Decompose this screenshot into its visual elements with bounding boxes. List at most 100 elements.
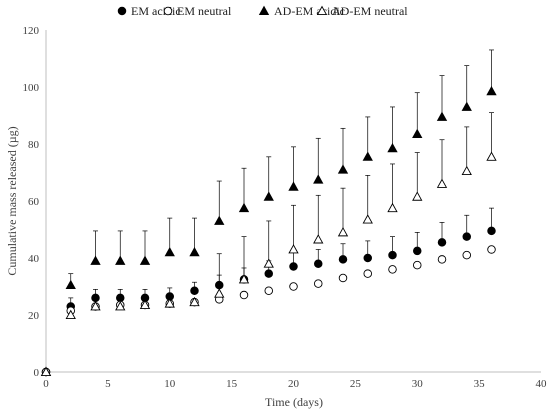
data-point-ad-em-neutral xyxy=(436,178,448,188)
x-tick-label: 30 xyxy=(412,378,424,390)
data-point-ad-em-acidic xyxy=(263,191,274,201)
x-tick-label: 25 xyxy=(350,378,362,390)
data-point-ad-em-acidic xyxy=(412,128,423,138)
data-point-ad-em-neutral xyxy=(214,288,225,298)
x-tick-label: 35 xyxy=(474,378,486,390)
tick-labels: 0 5 10 15 20 25 30 35 40 0 20 40 60 80 100 120 xyxy=(23,25,548,390)
y-tick-label: 0 xyxy=(34,367,40,379)
data-point-ad-em-acidic xyxy=(238,202,250,213)
data-point-em-acidic xyxy=(115,293,125,303)
data-point-em-acidic xyxy=(289,262,298,271)
data-point-ad-em-neutral xyxy=(40,366,52,376)
data-point-ad-em-neutral xyxy=(362,214,373,224)
legend-marker-ad-em-acidic xyxy=(258,5,270,15)
data-point-ad-em-acidic xyxy=(486,85,497,96)
data-point-ad-em-neutral xyxy=(115,301,126,311)
y-tick-label: 100 xyxy=(23,82,40,94)
data-point-em-neutral xyxy=(487,245,496,254)
data-point-ad-em-acidic xyxy=(313,174,324,184)
legend-label-em-acidic: EM acidic xyxy=(131,4,181,18)
data-point-ad-em-acidic xyxy=(164,246,175,257)
data-point-ad-em-neutral xyxy=(139,299,151,309)
y-tick-label: 20 xyxy=(28,310,40,322)
data-point-em-neutral xyxy=(239,290,249,300)
data-point-em-acidic xyxy=(264,269,274,278)
data-point-em-acidic xyxy=(338,255,348,264)
data-point-ad-em-acidic xyxy=(436,111,448,121)
data-point-em-acidic xyxy=(314,259,323,268)
data-point-ad-em-neutral xyxy=(238,274,250,284)
y-tick-label: 40 xyxy=(28,253,40,265)
x-tick-label: 40 xyxy=(536,378,548,390)
data-point-em-acidic xyxy=(487,226,496,236)
data-point-ad-em-acidic xyxy=(461,101,472,111)
x-axis-title: Time (days) xyxy=(265,395,323,409)
data-point-ad-em-neutral xyxy=(387,202,398,213)
data-markers xyxy=(40,85,497,377)
data-point-em-neutral xyxy=(413,260,422,270)
data-point-ad-em-neutral xyxy=(486,151,497,161)
data-point-ad-em-neutral xyxy=(288,244,299,254)
legend-item-ad-em-neutral: AD-EM neutral xyxy=(316,4,408,18)
data-point-em-acidic xyxy=(190,286,199,296)
error-bars-ad-em-acidic xyxy=(68,49,494,286)
data-point-ad-em-acidic xyxy=(288,181,299,191)
y-tick-label: 60 xyxy=(28,196,40,208)
data-point-em-neutral xyxy=(264,286,274,296)
data-point-ad-em-acidic xyxy=(139,255,151,265)
y-tick-label: 120 xyxy=(23,25,40,37)
data-point-em-acidic xyxy=(437,238,447,247)
y-axis-title: Cumulative mass released (µg) xyxy=(5,126,19,275)
data-point-em-acidic xyxy=(388,250,397,260)
data-point-em-neutral xyxy=(462,250,472,260)
data-point-em-acidic xyxy=(214,280,224,290)
y-tick-label: 80 xyxy=(28,139,40,151)
x-tick-label: 5 xyxy=(105,378,111,390)
x-tick-label: 10 xyxy=(164,378,176,390)
data-point-em-acidic xyxy=(413,246,422,256)
x-tick-label: 20 xyxy=(288,378,300,390)
data-point-em-neutral xyxy=(363,269,373,278)
data-point-ad-em-acidic xyxy=(362,151,373,161)
data-point-em-neutral xyxy=(314,279,323,288)
data-point-ad-em-neutral xyxy=(65,309,76,319)
legend-marker-em-acidic xyxy=(117,6,127,16)
error-bars-ad-em-neutral xyxy=(216,112,494,294)
data-point-ad-em-neutral xyxy=(164,298,175,308)
legend-label-ad-em-neutral: AD-EM neutral xyxy=(332,4,408,18)
data-point-em-neutral xyxy=(437,255,447,264)
legend-item-ad-em-acidic: AD-EM acidic xyxy=(258,4,345,18)
data-point-ad-em-neutral xyxy=(90,301,101,311)
error-bars xyxy=(68,49,494,307)
data-point-em-acidic xyxy=(462,232,472,241)
data-point-ad-em-acidic xyxy=(115,255,126,265)
legend-label-em-neutral: EM neutral xyxy=(177,4,232,18)
legend-marker-em-neutral xyxy=(163,6,173,16)
data-point-ad-em-neutral xyxy=(461,165,472,176)
data-point-ad-em-acidic xyxy=(189,246,200,257)
data-point-em-neutral xyxy=(289,282,298,291)
data-point-ad-em-acidic xyxy=(337,164,349,174)
data-point-ad-em-acidic xyxy=(65,279,76,290)
x-tick-label: 0 xyxy=(43,378,49,390)
series-ad-em-neutral xyxy=(40,151,497,376)
axes xyxy=(45,30,541,373)
data-point-ad-em-acidic xyxy=(90,255,101,265)
data-point-ad-em-neutral xyxy=(412,191,423,201)
data-point-em-neutral xyxy=(388,265,397,274)
data-point-ad-em-neutral xyxy=(313,234,324,244)
data-point-ad-em-neutral xyxy=(189,296,200,307)
data-point-em-acidic xyxy=(363,253,373,263)
legend-label-ad-em-acidic: AD-EM acidic xyxy=(274,4,345,18)
error-bars-em-acidic xyxy=(68,207,494,307)
legend-item-em-neutral: EM neutral xyxy=(163,4,232,18)
data-point-em-neutral xyxy=(338,273,348,283)
legend-marker-ad-em-neutral xyxy=(316,5,328,15)
x-tick-label: 15 xyxy=(226,378,238,390)
data-point-em-acidic xyxy=(91,293,100,303)
data-point-ad-em-acidic xyxy=(387,142,398,153)
data-point-ad-em-neutral xyxy=(337,227,349,237)
